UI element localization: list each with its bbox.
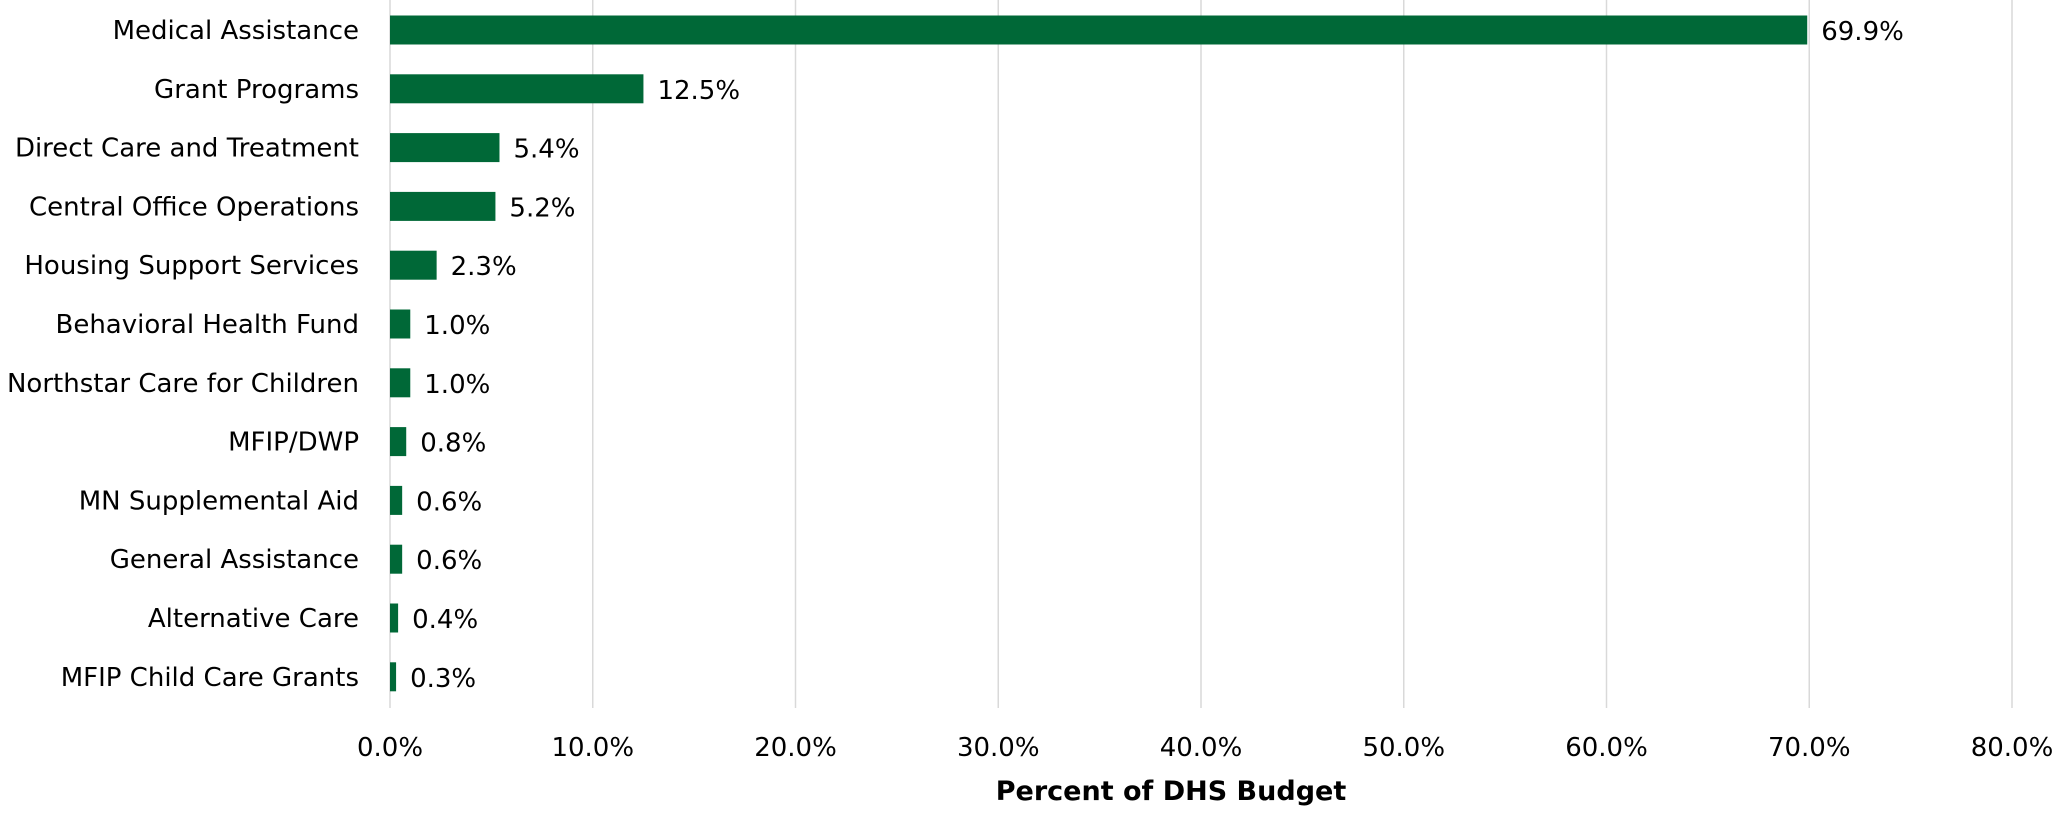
x-tick-label: 30.0%: [957, 733, 1040, 763]
category-label: Central Office Operations: [29, 192, 359, 222]
data-label: 0.8%: [420, 429, 486, 459]
bar: [390, 368, 411, 398]
x-tick-label: 40.0%: [1160, 733, 1243, 763]
x-tick-label: 50.0%: [1362, 733, 1445, 763]
bar: [390, 250, 437, 280]
data-label: 0.6%: [416, 487, 482, 517]
category-label: Alternative Care: [148, 604, 359, 634]
bar: [390, 427, 407, 457]
data-label: 5.4%: [513, 135, 579, 165]
x-tick-label: 80.0%: [1971, 733, 2054, 763]
category-label: General Assistance: [110, 545, 359, 575]
category-label: MN Supplemental Aid: [79, 486, 359, 516]
data-label: 69.9%: [1821, 17, 1904, 47]
data-label: 0.6%: [416, 546, 482, 576]
x-tick-label: 20.0%: [754, 733, 837, 763]
x-tick-label: 10.0%: [551, 733, 634, 763]
bar: [390, 309, 411, 339]
x-tick-label: 0.0%: [357, 733, 423, 763]
data-label: 2.3%: [451, 252, 517, 282]
x-tick-labels: 0.0% 10.0% 20.0% 30.0% 40.0% 50.0% 60.0% 70.0% 8…: [357, 733, 2053, 763]
x-tick-label: 70.0%: [1768, 733, 1851, 763]
x-axis-title: Percent of DHS Budget: [996, 776, 1347, 807]
bar: [390, 485, 403, 515]
bar: [390, 603, 399, 633]
bar: [390, 544, 403, 574]
category-label: Medical Assistance: [113, 16, 359, 46]
value-labels: 69.9% 12.5% 5.4% 5.2% 2.3% 1.0% 1.0% 0.8% 0.6% 0.…: [410, 17, 1904, 694]
bar: [390, 191, 496, 221]
bar: [390, 15, 1808, 45]
category-label: Northstar Care for Children: [7, 369, 359, 399]
bar: [390, 662, 397, 692]
bar: [390, 74, 644, 104]
category-label: Direct Care and Treatment: [15, 134, 359, 164]
data-label: 0.4%: [412, 605, 478, 635]
data-label: 0.3%: [410, 664, 476, 694]
bar: [390, 133, 500, 163]
data-label: 5.2%: [509, 193, 575, 223]
data-label: 1.0%: [424, 370, 490, 400]
x-tick-label: 60.0%: [1565, 733, 1648, 763]
gridlines: [389, 0, 2013, 708]
category-labels: Medical Assistance Grant Programs Direct C…: [7, 16, 359, 693]
category-label: Grant Programs: [154, 75, 359, 105]
category-label: Behavioral Health Fund: [55, 310, 359, 340]
category-label: Housing Support Services: [24, 251, 359, 281]
data-label: 12.5%: [657, 76, 740, 106]
category-label: MFIP Child Care Grants: [61, 663, 359, 693]
data-label: 1.0%: [424, 311, 490, 341]
category-label: MFIP/DWP: [228, 428, 359, 458]
bars: [390, 15, 1808, 692]
